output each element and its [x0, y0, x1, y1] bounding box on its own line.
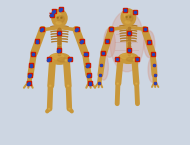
Ellipse shape — [120, 59, 121, 60]
Ellipse shape — [49, 85, 52, 87]
Ellipse shape — [61, 17, 62, 18]
Ellipse shape — [127, 15, 133, 22]
Ellipse shape — [65, 59, 68, 62]
Ellipse shape — [110, 28, 113, 31]
Ellipse shape — [152, 53, 153, 54]
Ellipse shape — [58, 16, 64, 22]
Ellipse shape — [143, 28, 146, 31]
Ellipse shape — [84, 53, 86, 54]
Ellipse shape — [55, 21, 64, 25]
Ellipse shape — [50, 85, 51, 86]
Ellipse shape — [99, 53, 108, 80]
Ellipse shape — [69, 108, 70, 110]
Ellipse shape — [49, 108, 50, 109]
Ellipse shape — [148, 57, 157, 82]
Ellipse shape — [67, 85, 70, 87]
Ellipse shape — [119, 53, 138, 63]
Ellipse shape — [134, 59, 135, 60]
Ellipse shape — [32, 52, 35, 55]
Ellipse shape — [110, 29, 112, 30]
Ellipse shape — [120, 54, 132, 59]
Ellipse shape — [124, 12, 130, 18]
Ellipse shape — [126, 57, 136, 61]
Ellipse shape — [110, 11, 144, 72]
Ellipse shape — [48, 108, 50, 110]
Ellipse shape — [42, 29, 43, 30]
Ellipse shape — [144, 29, 145, 30]
Ellipse shape — [124, 20, 133, 24]
Ellipse shape — [84, 52, 86, 55]
Ellipse shape — [136, 83, 137, 84]
Ellipse shape — [154, 74, 156, 76]
Ellipse shape — [126, 16, 127, 18]
Ellipse shape — [103, 53, 104, 54]
Ellipse shape — [51, 60, 53, 61]
Ellipse shape — [65, 60, 67, 61]
Ellipse shape — [151, 53, 154, 55]
Ellipse shape — [33, 53, 34, 54]
Ellipse shape — [135, 83, 138, 85]
Ellipse shape — [144, 31, 155, 58]
Ellipse shape — [57, 17, 58, 18]
Ellipse shape — [49, 53, 70, 64]
Ellipse shape — [51, 54, 64, 59]
Ellipse shape — [75, 29, 77, 30]
Ellipse shape — [121, 9, 136, 26]
Ellipse shape — [29, 74, 31, 76]
Ellipse shape — [57, 58, 68, 62]
Ellipse shape — [30, 74, 31, 75]
Ellipse shape — [75, 28, 78, 31]
Ellipse shape — [104, 28, 115, 57]
Ellipse shape — [117, 83, 119, 85]
Ellipse shape — [125, 21, 130, 23]
Ellipse shape — [133, 59, 136, 61]
Ellipse shape — [117, 83, 118, 84]
Ellipse shape — [130, 16, 131, 18]
Ellipse shape — [69, 108, 70, 109]
Ellipse shape — [41, 28, 44, 31]
Ellipse shape — [52, 9, 67, 27]
Ellipse shape — [99, 74, 101, 76]
Ellipse shape — [119, 59, 122, 61]
Ellipse shape — [88, 74, 90, 76]
Ellipse shape — [68, 85, 69, 86]
Ellipse shape — [55, 12, 61, 19]
Ellipse shape — [56, 22, 61, 24]
Ellipse shape — [88, 74, 89, 75]
Ellipse shape — [51, 59, 54, 62]
Ellipse shape — [102, 52, 105, 55]
